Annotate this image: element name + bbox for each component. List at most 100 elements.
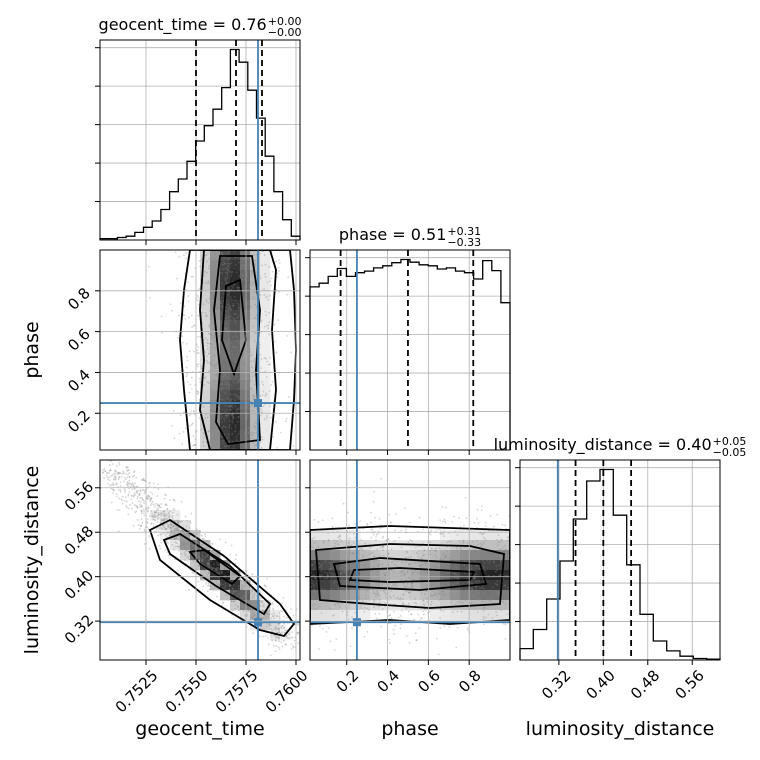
sample-point xyxy=(206,344,209,347)
sample-point xyxy=(162,519,165,522)
sample-point xyxy=(243,365,246,367)
sample-point xyxy=(408,577,410,579)
sample-point xyxy=(108,469,111,472)
sample-point xyxy=(276,272,279,275)
sample-point xyxy=(228,405,231,408)
sample-point xyxy=(225,568,228,571)
sample-point xyxy=(185,252,187,255)
sample-point xyxy=(280,627,283,630)
sample-point xyxy=(231,592,234,594)
density-cell xyxy=(180,520,191,531)
sample-point xyxy=(204,281,207,284)
sample-point xyxy=(158,506,161,509)
sample-point xyxy=(136,507,139,510)
sample-point xyxy=(234,360,237,362)
sample-point xyxy=(120,476,123,478)
sample-point xyxy=(347,544,350,547)
sample-point xyxy=(402,593,405,596)
sample-point xyxy=(213,340,216,343)
sample-point xyxy=(399,596,402,599)
sample-point xyxy=(285,635,288,638)
sample-point xyxy=(171,517,174,520)
sample-point xyxy=(174,538,177,541)
sample-point xyxy=(484,525,487,527)
sample-point xyxy=(238,369,241,372)
density-cell xyxy=(220,440,231,450)
sample-point xyxy=(364,594,367,596)
sample-point xyxy=(208,565,210,567)
density-cell xyxy=(320,540,331,551)
sample-point xyxy=(209,564,212,567)
sample-point xyxy=(174,558,176,561)
sample-point xyxy=(234,562,237,565)
sample-point xyxy=(213,337,215,339)
sample-point xyxy=(458,540,461,543)
sample-point xyxy=(238,596,241,599)
sample-point xyxy=(506,557,508,560)
sample-point xyxy=(476,517,478,520)
sample-point xyxy=(436,589,439,592)
sample-point xyxy=(230,271,233,274)
sample-point xyxy=(237,256,240,259)
sample-point xyxy=(475,555,478,558)
sample-point xyxy=(504,597,507,600)
sample-point xyxy=(106,476,109,479)
sample-point xyxy=(188,589,191,592)
sample-point xyxy=(158,528,161,531)
sample-point xyxy=(390,569,393,571)
sample-point xyxy=(243,257,246,259)
sample-point xyxy=(366,574,369,577)
density-cell xyxy=(240,390,251,401)
density-cell xyxy=(250,320,261,331)
sample-point xyxy=(405,584,408,587)
density-cell xyxy=(350,540,361,551)
sample-point xyxy=(206,260,209,263)
sample-point xyxy=(125,505,128,507)
sample-point xyxy=(330,572,333,575)
sample-point xyxy=(237,288,240,291)
sample-point xyxy=(494,582,497,585)
density-cell xyxy=(390,540,401,551)
sample-point xyxy=(207,572,210,574)
sample-point xyxy=(211,542,214,545)
density-cell xyxy=(200,390,211,401)
sample-point xyxy=(113,469,116,472)
sample-point xyxy=(239,413,242,416)
sample-point xyxy=(228,306,230,309)
sample-point xyxy=(232,374,234,377)
sample-point xyxy=(118,476,120,479)
density-cell xyxy=(400,590,411,601)
sample-point xyxy=(234,346,237,348)
sample-point xyxy=(168,534,171,537)
sample-point xyxy=(243,607,246,610)
sample-point xyxy=(233,284,235,286)
contour-line xyxy=(315,543,505,609)
sample-point xyxy=(213,563,215,566)
sample-point xyxy=(495,568,498,571)
panel-title: geocent_time = 0.76 +0.00−0.00 xyxy=(99,15,302,39)
sample-point xyxy=(469,568,472,571)
sample-point xyxy=(278,270,280,272)
sample-point xyxy=(114,477,117,480)
density-cell xyxy=(390,550,401,561)
sample-point xyxy=(189,544,192,546)
density-cell xyxy=(250,280,261,291)
sample-point xyxy=(439,528,441,531)
sample-point xyxy=(382,588,385,591)
sample-point xyxy=(418,590,420,593)
sample-point xyxy=(445,555,448,558)
sample-point xyxy=(392,628,395,631)
sample-point xyxy=(453,572,456,575)
sample-point xyxy=(211,568,213,571)
sample-point xyxy=(207,267,210,270)
density-cell xyxy=(200,550,211,561)
sample-point xyxy=(404,573,407,576)
density-cell xyxy=(360,570,371,581)
sample-point xyxy=(115,493,118,495)
sample-point xyxy=(196,532,198,535)
sample-point xyxy=(220,351,223,353)
sample-point xyxy=(507,539,509,542)
sample-point xyxy=(213,443,216,446)
panel-title: luminosity_distance = 0.40 +0.05−0.05 xyxy=(494,435,747,459)
sample-point xyxy=(252,397,255,400)
